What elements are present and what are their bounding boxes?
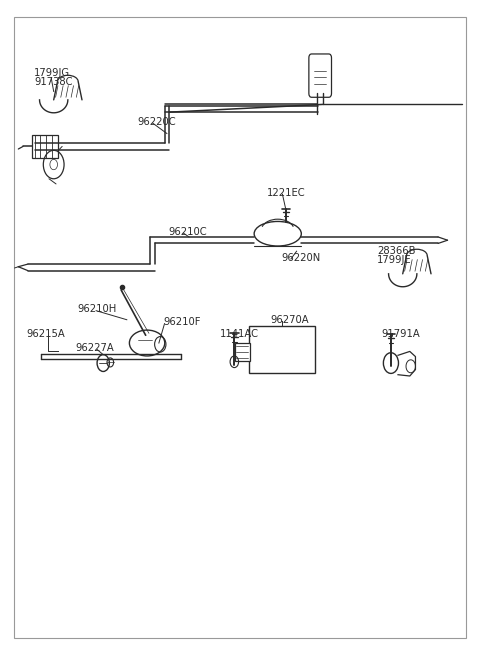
- Bar: [235, 343, 251, 361]
- Text: 96210H: 96210H: [77, 305, 117, 314]
- Text: 91791A: 91791A: [382, 329, 420, 339]
- Text: 1799JE: 1799JE: [377, 255, 411, 265]
- FancyBboxPatch shape: [33, 135, 59, 158]
- Text: 96220C: 96220C: [137, 117, 176, 127]
- Text: 91738C: 91738C: [34, 77, 72, 87]
- Text: 1221EC: 1221EC: [267, 188, 306, 198]
- Text: 96227A: 96227A: [75, 343, 114, 353]
- Text: 1141AC: 1141AC: [220, 329, 259, 339]
- FancyBboxPatch shape: [309, 54, 332, 98]
- Ellipse shape: [254, 221, 301, 246]
- Bar: [250, 326, 315, 373]
- Text: 96220N: 96220N: [281, 253, 321, 263]
- Text: 96270A: 96270A: [271, 315, 309, 325]
- Text: 96210C: 96210C: [168, 227, 207, 237]
- Text: 96215A: 96215A: [27, 329, 66, 339]
- Text: 96210F: 96210F: [164, 317, 201, 328]
- Ellipse shape: [130, 330, 165, 356]
- Text: 1799JG: 1799JG: [34, 68, 70, 79]
- Text: 28366B: 28366B: [377, 246, 415, 256]
